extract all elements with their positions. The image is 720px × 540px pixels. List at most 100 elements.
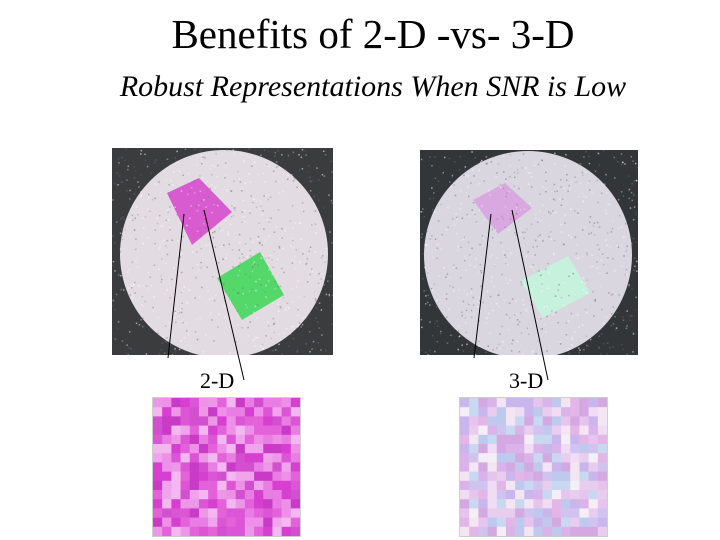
mosaic-pixel xyxy=(272,416,282,426)
noise-speck xyxy=(127,347,130,349)
noise-speck xyxy=(199,150,201,152)
mosaic-pixel xyxy=(281,508,292,518)
mosaic-pixel xyxy=(597,490,607,500)
noise-speck xyxy=(572,272,574,275)
mosaic-pixel xyxy=(180,407,191,417)
noise-speck xyxy=(617,246,620,248)
noise-speck xyxy=(272,170,275,173)
mosaic-pixel xyxy=(478,499,488,509)
green-patch xyxy=(217,252,284,320)
noise-speck xyxy=(114,338,117,340)
noise-speck xyxy=(242,287,244,289)
noise-speck xyxy=(582,289,585,291)
noise-speck xyxy=(597,266,599,269)
pink-patch xyxy=(473,183,532,234)
noise-speck xyxy=(253,198,255,200)
noise-speck xyxy=(463,174,465,177)
mosaic-pixel xyxy=(189,453,200,463)
mosaic-pixel xyxy=(171,398,181,408)
noise-speck xyxy=(504,206,507,208)
noise-speck xyxy=(485,163,487,165)
mosaic-pixel xyxy=(579,434,589,445)
noise-speck xyxy=(462,300,465,303)
noise-speck xyxy=(632,351,634,353)
mosaic-pixel xyxy=(524,517,534,528)
noise-speck xyxy=(257,235,260,238)
noise-speck xyxy=(511,343,513,345)
noise-speck xyxy=(540,328,543,331)
noise-speck xyxy=(430,287,433,290)
noise-speck xyxy=(522,299,524,301)
mosaic-pixel xyxy=(171,471,181,482)
mosaic-pixel xyxy=(235,398,246,408)
noise-speck xyxy=(460,246,462,248)
mosaic-pixel xyxy=(597,416,607,426)
noise-speck xyxy=(317,321,319,323)
noise-speck xyxy=(615,329,617,332)
noise-speck xyxy=(432,208,434,211)
noise-speck xyxy=(429,321,431,323)
noise-speck xyxy=(277,165,279,167)
noise-speck xyxy=(422,252,425,255)
mosaic-2d-image xyxy=(153,398,300,536)
noise-speck xyxy=(618,214,621,217)
noise-speck xyxy=(213,340,215,342)
noise-speck xyxy=(547,287,549,289)
mosaic-pixel xyxy=(533,434,543,445)
noise-speck xyxy=(482,301,484,304)
noise-speck xyxy=(306,258,309,260)
noise-speck xyxy=(496,218,498,220)
mosaic-pixel xyxy=(496,526,507,536)
noise-speck xyxy=(524,309,527,311)
noise-speck xyxy=(440,330,442,333)
noise-speck xyxy=(214,230,216,233)
noise-speck xyxy=(158,353,161,355)
noise-speck xyxy=(606,192,608,194)
mosaic-pixel xyxy=(478,434,488,445)
noise-speck xyxy=(582,200,584,203)
noise-speck xyxy=(146,165,149,168)
noise-speck xyxy=(625,327,628,330)
noise-speck xyxy=(160,191,162,193)
noise-speck xyxy=(253,263,256,266)
noise-speck xyxy=(550,231,552,233)
noise-speck xyxy=(309,179,311,182)
noise-speck xyxy=(531,288,533,291)
noise-speck xyxy=(237,292,240,294)
noise-speck xyxy=(166,239,169,242)
mosaic-pixel xyxy=(469,480,479,491)
noise-speck xyxy=(546,315,548,318)
mosaic-pixel xyxy=(244,526,255,536)
noise-speck xyxy=(598,248,601,251)
mosaic-pixel xyxy=(244,453,255,463)
noise-speck xyxy=(530,304,533,306)
mosaic-pixel xyxy=(570,444,580,454)
noise-speck xyxy=(300,238,302,241)
noise-speck xyxy=(197,354,199,355)
mosaic-pixel xyxy=(487,471,498,482)
noise-speck xyxy=(626,353,628,355)
noise-speck xyxy=(165,245,167,247)
noise-speck xyxy=(256,304,259,306)
noise-speck xyxy=(311,348,313,350)
noise-speck xyxy=(171,239,173,241)
noise-speck xyxy=(560,204,563,206)
noise-speck xyxy=(303,150,305,152)
mosaic-pixel xyxy=(487,407,498,417)
noise-speck xyxy=(479,264,482,266)
noise-speck xyxy=(270,217,272,219)
mosaic-pixel xyxy=(460,526,470,536)
noise-speck xyxy=(581,174,584,176)
noise-speck xyxy=(484,219,486,221)
noise-speck xyxy=(161,342,163,344)
noise-speck xyxy=(275,180,277,183)
noise-speck xyxy=(596,221,599,224)
noise-speck xyxy=(278,247,281,249)
noise-speck xyxy=(229,223,232,226)
noise-speck xyxy=(624,273,626,276)
noise-speck xyxy=(162,225,164,228)
noise-speck xyxy=(216,175,218,178)
noise-speck xyxy=(321,334,323,336)
mosaic-pixel xyxy=(235,480,246,491)
